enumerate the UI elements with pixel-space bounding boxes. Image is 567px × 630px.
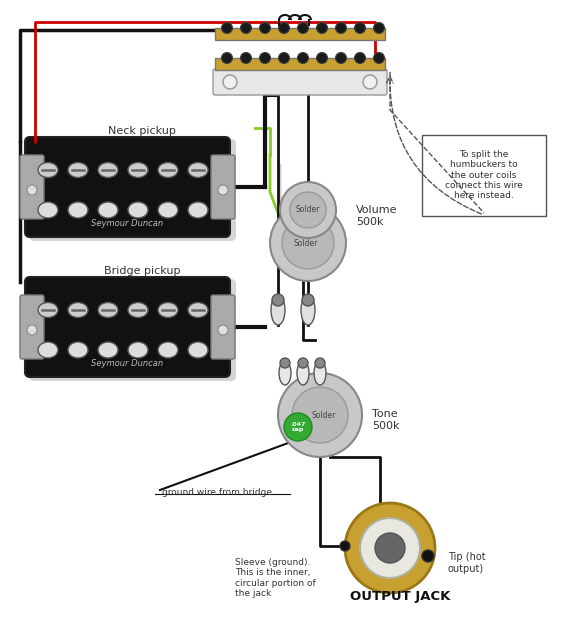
Ellipse shape	[314, 361, 326, 385]
Circle shape	[298, 358, 308, 368]
Circle shape	[336, 52, 346, 64]
Circle shape	[222, 52, 232, 64]
Ellipse shape	[188, 302, 208, 318]
Text: Solder: Solder	[312, 411, 336, 420]
Ellipse shape	[188, 342, 208, 358]
Text: Solder: Solder	[296, 205, 320, 214]
Circle shape	[223, 75, 237, 89]
Ellipse shape	[38, 302, 58, 318]
Circle shape	[218, 325, 228, 335]
Ellipse shape	[158, 163, 178, 178]
Circle shape	[298, 23, 308, 33]
Circle shape	[315, 358, 325, 368]
Ellipse shape	[301, 295, 315, 325]
Text: .047
cap: .047 cap	[290, 421, 306, 432]
Text: ground wire from bridge: ground wire from bridge	[162, 488, 272, 497]
Circle shape	[354, 23, 366, 33]
Text: Seymour Duncan: Seymour Duncan	[91, 219, 163, 229]
Circle shape	[345, 503, 435, 593]
Text: Bridge pickup: Bridge pickup	[104, 266, 180, 276]
Circle shape	[218, 185, 228, 195]
Text: OUTPUT JACK: OUTPUT JACK	[350, 590, 450, 603]
Circle shape	[336, 23, 346, 33]
Circle shape	[278, 373, 362, 457]
Circle shape	[272, 294, 284, 306]
Circle shape	[222, 23, 232, 33]
Circle shape	[278, 23, 290, 33]
Circle shape	[260, 52, 270, 64]
FancyBboxPatch shape	[422, 135, 546, 216]
Text: Sleeve (ground).
This is the inner,
circular portion of
the jack: Sleeve (ground). This is the inner, circ…	[235, 558, 315, 598]
FancyBboxPatch shape	[211, 295, 235, 359]
Circle shape	[240, 52, 252, 64]
Ellipse shape	[128, 342, 148, 358]
FancyBboxPatch shape	[215, 58, 385, 70]
FancyBboxPatch shape	[20, 295, 44, 359]
Ellipse shape	[38, 202, 58, 218]
Circle shape	[270, 205, 346, 281]
FancyBboxPatch shape	[25, 137, 230, 237]
Ellipse shape	[38, 163, 58, 178]
Circle shape	[340, 541, 350, 551]
Text: Neck pickup: Neck pickup	[108, 126, 176, 136]
Ellipse shape	[158, 302, 178, 318]
Circle shape	[363, 75, 377, 89]
Circle shape	[302, 294, 314, 306]
Circle shape	[240, 23, 252, 33]
Text: Solder: Solder	[294, 239, 318, 248]
Ellipse shape	[68, 302, 88, 318]
Ellipse shape	[297, 361, 309, 385]
Circle shape	[284, 413, 312, 441]
Circle shape	[374, 52, 384, 64]
FancyBboxPatch shape	[29, 279, 236, 381]
Circle shape	[354, 52, 366, 64]
Text: Volume
500k: Volume 500k	[356, 205, 397, 227]
Circle shape	[290, 192, 326, 228]
Circle shape	[316, 23, 328, 33]
Ellipse shape	[158, 342, 178, 358]
Circle shape	[292, 387, 348, 443]
Text: Seymour Duncan: Seymour Duncan	[91, 360, 163, 369]
Ellipse shape	[158, 202, 178, 218]
Circle shape	[278, 52, 290, 64]
FancyBboxPatch shape	[211, 155, 235, 219]
Ellipse shape	[188, 202, 208, 218]
Circle shape	[282, 217, 334, 269]
Circle shape	[374, 23, 384, 33]
FancyBboxPatch shape	[213, 69, 387, 95]
Circle shape	[260, 23, 270, 33]
Circle shape	[375, 533, 405, 563]
FancyBboxPatch shape	[25, 277, 230, 377]
Ellipse shape	[128, 202, 148, 218]
FancyBboxPatch shape	[215, 28, 385, 40]
Ellipse shape	[68, 202, 88, 218]
FancyBboxPatch shape	[29, 139, 236, 241]
Ellipse shape	[38, 342, 58, 358]
FancyBboxPatch shape	[20, 155, 44, 219]
Ellipse shape	[68, 163, 88, 178]
Ellipse shape	[128, 163, 148, 178]
Circle shape	[27, 185, 37, 195]
Ellipse shape	[271, 295, 285, 325]
FancyArrowPatch shape	[387, 76, 481, 214]
Text: Tone
500k: Tone 500k	[372, 410, 400, 431]
Text: Tip (hot
output): Tip (hot output)	[448, 553, 485, 574]
Ellipse shape	[98, 163, 118, 178]
Circle shape	[280, 358, 290, 368]
Ellipse shape	[128, 302, 148, 318]
Circle shape	[422, 550, 434, 562]
Text: To split the
humbuckers to
the outer coils
connect this wire
here instead.: To split the humbuckers to the outer coi…	[445, 150, 523, 200]
Ellipse shape	[68, 342, 88, 358]
Circle shape	[298, 52, 308, 64]
Circle shape	[316, 52, 328, 64]
Ellipse shape	[279, 361, 291, 385]
Ellipse shape	[98, 202, 118, 218]
Circle shape	[360, 518, 420, 578]
Ellipse shape	[98, 342, 118, 358]
Ellipse shape	[188, 163, 208, 178]
Circle shape	[280, 182, 336, 238]
Ellipse shape	[98, 302, 118, 318]
Circle shape	[27, 325, 37, 335]
